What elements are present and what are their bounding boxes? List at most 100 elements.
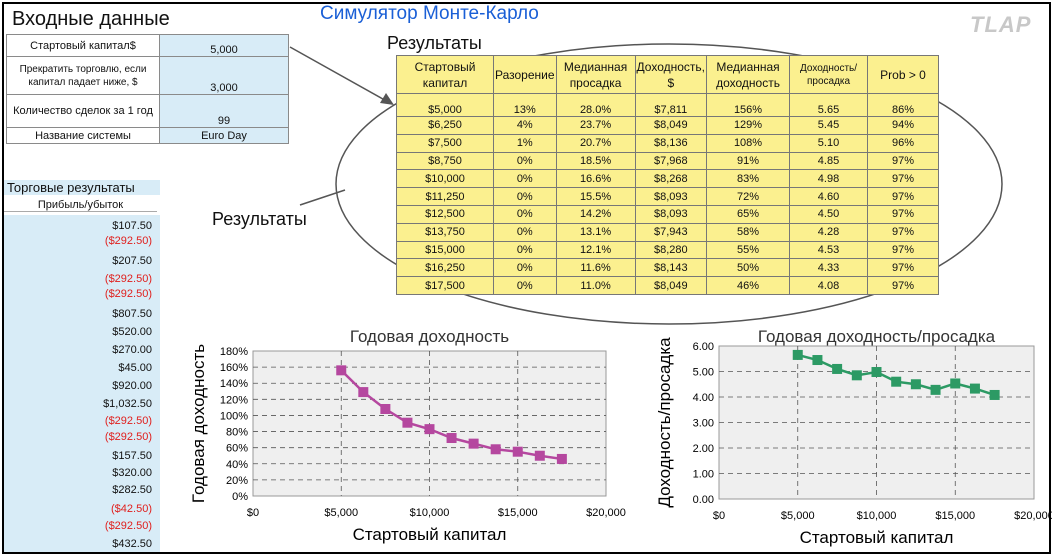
y-tick-label: 20% bbox=[226, 475, 248, 487]
results-cell: 97% bbox=[867, 187, 940, 206]
trade-value: $807.50 bbox=[112, 308, 152, 320]
results-cell: 0% bbox=[493, 240, 557, 260]
trade-value: $520.00 bbox=[112, 326, 152, 338]
results-cell: $11,250 bbox=[396, 187, 494, 206]
y-tick-label: 4.00 bbox=[693, 392, 714, 404]
results-row: $17,500 0% 11.0% $8,049 46% 4.08 97% bbox=[396, 276, 940, 295]
trade-value: $432.50 bbox=[112, 538, 152, 550]
results-cell: $8,136 bbox=[634, 133, 708, 153]
trade-value: ($292.50) bbox=[104, 235, 152, 247]
results-cell: 4.85 bbox=[789, 151, 869, 171]
results-cell: 0% bbox=[493, 187, 557, 206]
results-cell: 108% bbox=[706, 133, 791, 153]
results-cell: 1% bbox=[493, 133, 557, 153]
input-system-name[interactable]: Euro Day bbox=[159, 127, 289, 144]
trade-value: $270.00 bbox=[112, 344, 152, 356]
results-cell: 5.10 bbox=[789, 133, 869, 153]
results-cell: $8,143 bbox=[634, 258, 708, 278]
results-row: $11,250 0% 15.5% $8,093 72% 4.60 97% bbox=[396, 187, 940, 206]
results-cell: 96% bbox=[867, 133, 940, 153]
results-cell: 4.28 bbox=[789, 222, 869, 242]
x-axis-label: Стартовый капитал bbox=[353, 525, 507, 544]
results-cell: 5.65 bbox=[789, 93, 869, 117]
data-point bbox=[446, 433, 457, 443]
chart-title: Годовая доходность/просадка bbox=[758, 327, 996, 346]
x-tick-label: $20,000 bbox=[1014, 510, 1052, 522]
col-ruin: Разорение bbox=[493, 55, 557, 94]
trade-value: ($42.50) bbox=[111, 503, 152, 515]
results-cell: 28.0% bbox=[555, 93, 636, 117]
y-tick-label: 1.00 bbox=[693, 469, 714, 481]
arrow-line bbox=[289, 46, 391, 104]
inputs-table: Стартовый капитал$ 5,000 Прекратить торг… bbox=[6, 34, 289, 144]
results-title: Результаты bbox=[387, 33, 482, 53]
results-cell: 16.6% bbox=[555, 169, 636, 189]
y-tick-label: 3.00 bbox=[693, 418, 714, 430]
input-label-system-name: Название системы bbox=[6, 127, 160, 144]
y-tick-label: 80% bbox=[226, 427, 248, 439]
results-row: $13,750 0% 13.1% $7,943 58% 4.28 97% bbox=[396, 222, 940, 242]
results-cell: $17,500 bbox=[396, 276, 494, 295]
results-cell: 13% bbox=[493, 93, 557, 117]
trade-value: $45.00 bbox=[118, 362, 152, 374]
results-cell: $7,811 bbox=[634, 93, 708, 117]
y-tick-label: 5.00 bbox=[693, 367, 714, 379]
results-cell: 20.7% bbox=[555, 133, 636, 153]
results-cell: 0% bbox=[493, 258, 557, 278]
data-point bbox=[812, 355, 823, 366]
y-axis-label: Доходность/просадка bbox=[655, 337, 674, 508]
data-point bbox=[930, 384, 941, 395]
inputs-title: Входные данные bbox=[12, 8, 170, 30]
input-label-trades-per-year: Количество сделок за 1 год bbox=[6, 94, 160, 128]
results-cell: 97% bbox=[867, 169, 940, 189]
data-point bbox=[969, 383, 980, 394]
y-tick-label: 60% bbox=[226, 443, 248, 455]
data-point bbox=[950, 378, 961, 389]
results-cell: 5.45 bbox=[789, 116, 869, 135]
trade-value: $320.00 bbox=[112, 467, 152, 479]
input-trades-per-year[interactable]: 99 bbox=[159, 94, 289, 128]
data-point bbox=[424, 424, 435, 435]
results-cell: 12.1% bbox=[555, 240, 636, 260]
results-cell: 0% bbox=[493, 151, 557, 171]
data-point bbox=[358, 387, 369, 398]
results-cell: $16,250 bbox=[396, 258, 494, 278]
results-cell: 4% bbox=[493, 116, 557, 135]
y-tick-label: 140% bbox=[220, 378, 248, 390]
trade-value: $282.50 bbox=[112, 484, 152, 496]
results-cell: 4.33 bbox=[789, 258, 869, 278]
results-cell: 94% bbox=[867, 116, 940, 135]
logo: TLAP bbox=[970, 12, 1032, 37]
results-cell: 97% bbox=[867, 240, 940, 260]
data-point bbox=[910, 379, 921, 390]
data-point bbox=[380, 404, 391, 414]
results-cell: 55% bbox=[706, 240, 791, 260]
results-cell: 11.0% bbox=[555, 276, 636, 295]
results-row: $12,500 0% 14.2% $8,093 65% 4.50 97% bbox=[396, 204, 940, 224]
results-body: $5,000 13% 28.0% $7,811 156% 5.65 86% $6,250 4% 2… bbox=[396, 93, 940, 295]
x-tick-label: $10,000 bbox=[410, 507, 450, 519]
x-tick-label: $0 bbox=[713, 510, 725, 522]
results-cell: $10,000 bbox=[396, 169, 494, 189]
data-point bbox=[792, 349, 803, 360]
results-cell: 0% bbox=[493, 276, 557, 295]
trade-value: ($292.50) bbox=[104, 415, 152, 427]
results-cell: 129% bbox=[706, 116, 791, 135]
trades-title: Торговые результаты bbox=[4, 180, 160, 195]
trade-value: ($292.50) bbox=[104, 431, 152, 443]
trade-value: ($292.50) bbox=[104, 520, 152, 532]
col-return-drawdown: Доходность/ просадка bbox=[789, 55, 869, 94]
results-cell: 97% bbox=[867, 222, 940, 242]
results-row: $16,250 0% 11.6% $8,143 50% 4.33 97% bbox=[396, 258, 940, 278]
results-cell: 91% bbox=[706, 151, 791, 171]
results-cell: $15,000 bbox=[396, 240, 494, 260]
results-cell: $6,250 bbox=[396, 116, 494, 135]
results-row: $15,000 0% 12.1% $8,280 55% 4.53 97% bbox=[396, 240, 940, 260]
results-cell: $7,500 bbox=[396, 133, 494, 153]
data-point bbox=[871, 367, 882, 378]
input-stop-trading[interactable]: 3,000 bbox=[159, 56, 289, 95]
results-cell: 97% bbox=[867, 204, 940, 224]
results-cell: 23.7% bbox=[555, 116, 636, 135]
